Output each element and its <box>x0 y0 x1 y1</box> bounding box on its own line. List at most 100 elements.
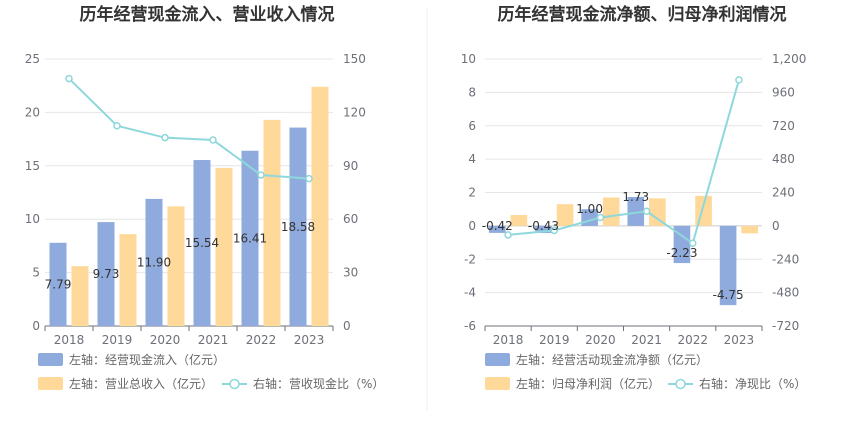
bar-secondary <box>510 215 528 226</box>
line-point <box>161 133 169 142</box>
x-axis-tick: 2019 <box>102 333 133 347</box>
x-axis-tick: 2022 <box>246 333 277 347</box>
right-axis-tick: 0 <box>772 219 780 233</box>
right-axis-tick: -480 <box>772 286 799 300</box>
bar-primary <box>719 225 737 306</box>
bar-data-label: -0.42 <box>482 219 513 233</box>
bar-data-label: 18.58 <box>281 220 315 234</box>
line-point <box>596 213 605 222</box>
series-line <box>507 79 740 245</box>
left-axis-tick: -6 <box>464 319 476 333</box>
left-axis-tick: 0 <box>32 319 40 333</box>
bar-primary <box>193 160 211 326</box>
bar-data-label: 16.41 <box>233 231 267 245</box>
bar-secondary <box>602 197 620 226</box>
bar-data-label: 1.00 <box>576 202 603 216</box>
right-axis-tick: -720 <box>772 319 799 333</box>
bar-primary <box>97 222 115 326</box>
left-axis-tick: 25 <box>25 52 40 66</box>
left-axis-tick: 0 <box>468 219 476 233</box>
left-axis-tick: 5 <box>32 266 40 280</box>
bar-secondary <box>119 234 137 326</box>
x-axis-tick: 2019 <box>539 333 570 347</box>
left-axis-tick: 10 <box>25 212 40 226</box>
line-point <box>305 174 313 183</box>
bar-data-label: -4.75 <box>713 288 744 302</box>
right-axis-tick: 90 <box>343 159 358 173</box>
bar-data-label: -0.43 <box>528 219 559 233</box>
x-axis-tick: 2018 <box>493 333 524 347</box>
right-axis-tick: 480 <box>772 152 795 166</box>
bar-primary <box>241 150 259 326</box>
left-axis-tick: -4 <box>464 286 476 300</box>
legend-line-marker <box>229 378 240 390</box>
left-axis-tick: 2 <box>468 186 476 200</box>
chart-title: 历年经营现金流净额、归母净利润情况 <box>498 4 787 25</box>
bar-primary <box>488 225 506 233</box>
x-axis-tick: 2020 <box>150 333 181 347</box>
series-line <box>68 77 310 180</box>
right-axis-tick: -240 <box>772 252 799 266</box>
right-axis-tick: 0 <box>343 319 351 333</box>
chart-title: 历年经营现金流入、营业收入情况 <box>80 4 335 25</box>
left-axis-tick: 10 <box>461 52 476 66</box>
legend-swatch <box>38 377 63 390</box>
legend-label: 左轴：经营现金流入（亿元） <box>69 352 225 367</box>
line-point <box>689 239 697 248</box>
right-axis-tick: 60 <box>343 212 358 226</box>
legend-label: 左轴：归母净利润（亿元） <box>516 376 660 391</box>
bar-data-label: 9.73 <box>93 267 120 281</box>
bar-primary <box>49 242 67 326</box>
left-axis-tick: 20 <box>25 105 40 119</box>
bar-primary <box>535 225 552 234</box>
left-axis-tick: -2 <box>464 252 476 266</box>
legend-label: 左轴：营业总收入（亿元） <box>69 376 213 391</box>
bar-data-label: -2.23 <box>666 246 697 260</box>
left-axis-tick: 6 <box>468 119 476 133</box>
bar-secondary <box>649 198 666 226</box>
x-axis-tick: 2022 <box>677 333 708 347</box>
bar-data-label: 11.90 <box>137 255 171 269</box>
x-axis-tick: 2021 <box>631 333 662 347</box>
x-axis-tick: 2021 <box>198 333 229 347</box>
bar-secondary <box>741 225 759 234</box>
bar-data-label: 7.79 <box>45 277 72 291</box>
line-point <box>550 226 558 235</box>
legend-label: 右轴：净现比（%） <box>699 376 806 391</box>
line-point <box>642 207 651 216</box>
line-point <box>257 171 265 179</box>
x-axis-tick: 2018 <box>54 333 85 347</box>
bar-primary <box>145 198 163 326</box>
line-point <box>504 231 512 239</box>
line-point <box>65 74 73 83</box>
bar-data-label: 1.73 <box>622 190 649 204</box>
bar-secondary <box>695 195 712 226</box>
bar-secondary <box>556 204 574 226</box>
right-axis-tick: 150 <box>343 52 366 66</box>
right-axis-tick: 30 <box>343 266 358 280</box>
line-point <box>735 76 743 84</box>
x-axis-tick: 2020 <box>585 333 616 347</box>
legend-line-marker <box>675 378 686 390</box>
bar-secondary <box>311 86 329 326</box>
bar-secondary <box>263 119 281 326</box>
right-axis-tick: 120 <box>343 105 366 119</box>
right-axis-tick: 1,200 <box>772 52 806 66</box>
right-axis-tick: 720 <box>772 119 795 133</box>
bar-secondary <box>215 167 233 326</box>
line-point <box>113 122 121 130</box>
legend-label: 右轴：营收现金比（%） <box>253 376 384 391</box>
left-axis-tick: 8 <box>468 85 476 99</box>
left-axis-tick: 4 <box>468 152 476 166</box>
bar-secondary <box>167 206 185 326</box>
bar-primary <box>673 225 691 264</box>
right-axis-tick: 960 <box>772 85 795 99</box>
legend-label: 左轴：经营活动现金流净额（亿元） <box>516 352 708 367</box>
legend-swatch <box>485 353 510 366</box>
line-point <box>209 136 217 144</box>
x-axis-tick: 2023 <box>294 333 325 347</box>
bar-primary <box>627 197 645 226</box>
legend-swatch <box>38 353 63 366</box>
